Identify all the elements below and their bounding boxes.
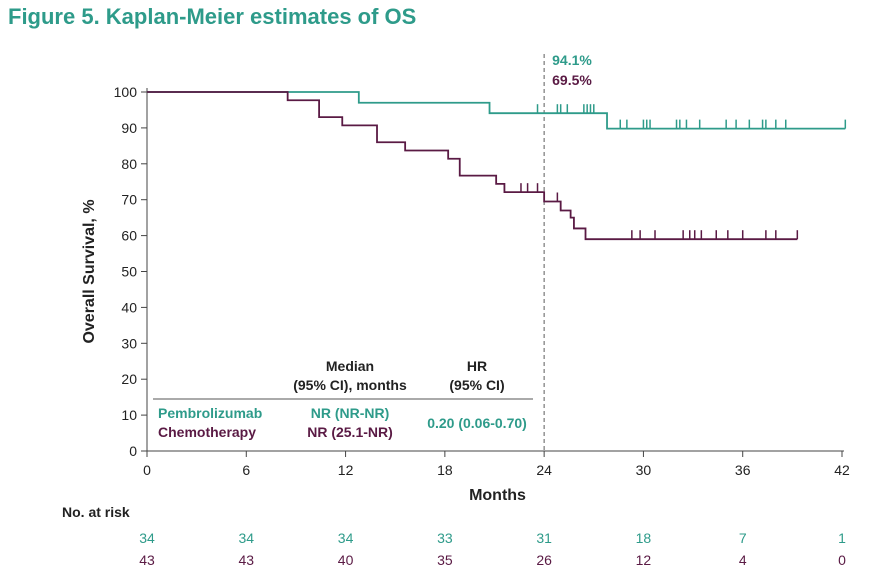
- at-risk-value-chemotherapy: 0: [838, 552, 846, 568]
- x-tick-label: 12: [338, 462, 354, 478]
- curve-pembrolizumab: [147, 91, 846, 130]
- y-tick-label: 20: [121, 371, 137, 387]
- summary-table: Median (95% CI), months HR (95% CI) Pembroli…: [153, 358, 533, 440]
- x-tick-label: 0: [143, 462, 151, 478]
- table-row-median: NR (NR-NR): [311, 405, 390, 421]
- x-axis-label: Months: [469, 487, 526, 504]
- y-axis-label: Overall Survival, %: [81, 199, 98, 343]
- table-row-median: NR (25.1-NR): [307, 424, 393, 440]
- at-risk-value-chemotherapy: 43: [139, 552, 155, 568]
- y-tick-label: 80: [121, 156, 137, 172]
- annotations: 94.1% 69.5%: [552, 52, 592, 88]
- x-tick-label: 42: [834, 462, 850, 478]
- at-risk-value-pembrolizumab: 34: [338, 530, 354, 546]
- x-tick-label: 30: [636, 462, 652, 478]
- at-risk-value-pembrolizumab: 18: [636, 530, 652, 546]
- figure-title: Figure 5. Kaplan-Meier estimates of OS: [8, 4, 417, 29]
- at-risk-value-pembrolizumab: 33: [437, 530, 453, 546]
- at-risk-value-pembrolizumab: 34: [238, 530, 254, 546]
- median-subheader: (95% CI), months: [293, 377, 407, 393]
- y-tick-label: 40: [121, 299, 137, 315]
- y-tick-label: 50: [121, 264, 137, 280]
- hr-header: HR: [467, 358, 487, 374]
- at-risk-value-chemotherapy: 4: [739, 552, 747, 568]
- hr-subheader: (95% CI): [449, 377, 504, 393]
- y-tick-label: 60: [121, 228, 137, 244]
- axes: [141, 54, 844, 457]
- x-tick-label: 6: [242, 462, 250, 478]
- at-risk-value-chemotherapy: 40: [338, 552, 354, 568]
- at-risk-title: No. at risk: [62, 504, 130, 520]
- x-tick-label: 24: [536, 462, 552, 478]
- at-risk-value-pembrolizumab: 31: [536, 530, 552, 546]
- censor-marks: [520, 104, 847, 240]
- y-tick-label: 10: [121, 407, 137, 423]
- at-risk-value-pembrolizumab: 7: [739, 530, 747, 546]
- median-header: Median: [326, 358, 374, 374]
- curve-chemotherapy: [147, 91, 798, 241]
- at-risk-value-chemotherapy: 35: [437, 552, 453, 568]
- y-tick-label: 100: [114, 84, 138, 100]
- table-row-name: Pembrolizumab: [158, 405, 262, 421]
- at-risk-value-pembrolizumab: 34: [139, 530, 155, 546]
- y-tick-label: 30: [121, 335, 137, 351]
- y-tick-label: 0: [129, 443, 137, 459]
- at-risk-value-chemotherapy: 43: [238, 552, 254, 568]
- hazard-ratio: 0.20 (0.06-0.70): [427, 415, 527, 431]
- x-tick-label: 18: [437, 462, 453, 478]
- annotation-chemotherapy: 69.5%: [552, 72, 592, 88]
- tick-labels: 0 10 20 30 40 50 60 70 80 90 100 0 6 12 18 24 30 36 42 Mont…: [81, 84, 850, 504]
- annotation-pembrolizumab: 94.1%: [552, 52, 592, 68]
- at-risk-value-chemotherapy: 12: [636, 552, 652, 568]
- y-tick-label: 70: [121, 192, 137, 208]
- table-row-name: Chemotherapy: [158, 424, 256, 440]
- at-risk-value-chemotherapy: 26: [536, 552, 552, 568]
- survival-curves: [147, 91, 846, 241]
- at-risk-value-pembrolizumab: 1: [838, 530, 846, 546]
- y-tick-label: 90: [121, 120, 137, 136]
- x-tick-label: 36: [735, 462, 751, 478]
